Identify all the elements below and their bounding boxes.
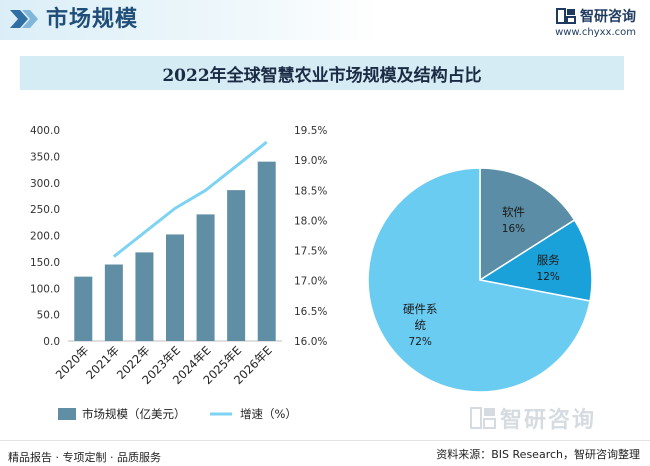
x-tick-label: 2021年: [83, 343, 122, 382]
y-left-tick-label: 400.0: [30, 125, 60, 137]
pie-value-label: 16%: [502, 223, 525, 235]
y-left-tick-label: 200.0: [30, 231, 60, 243]
bar: [258, 162, 276, 341]
watermark-text: 智研咨询: [500, 402, 596, 434]
watermark-logo-icon: [470, 407, 496, 429]
y-left-tick-label: 350.0: [30, 151, 60, 163]
pie-label: 硬件系: [403, 302, 438, 316]
footer: 精品报告 · 专项定制 · 品质服务 资料来源：BIS Research，智研咨…: [0, 440, 650, 466]
chevron-right-icon: [8, 8, 40, 30]
y-right-tick-label: 16.0%: [294, 336, 327, 348]
bar: [227, 190, 245, 341]
y-left-tick-label: 100.0: [30, 283, 60, 295]
y-right-tick-label: 17.0%: [294, 276, 327, 288]
pie-label: 服务: [537, 253, 560, 267]
y-left-tick-label: 150.0: [30, 257, 60, 269]
legend-swatch-bar: [58, 408, 76, 420]
watermark: 智研咨询: [470, 402, 596, 434]
bar: [197, 214, 215, 341]
combo-chart: 0.0 50.0 100.0 150.0 200.0 250.0 300.0 350.0 400…: [0, 100, 340, 435]
bar: [166, 234, 184, 341]
pie-label: 软件: [502, 205, 525, 219]
footer-source: 资料来源：BIS Research，智研咨询整理: [436, 446, 640, 462]
y-right-tick-label: 18.0%: [294, 215, 327, 227]
y-left-tick-label: 50.0: [37, 310, 60, 322]
y-right-tick-label: 17.5%: [294, 246, 327, 258]
y-right-tick-label: 19.0%: [294, 155, 327, 167]
brand-logo-icon: [556, 8, 576, 24]
chart-title-box: 2022年全球智慧农业市场规模及结构占比: [20, 56, 624, 90]
pie-value-label: 12%: [537, 271, 560, 283]
chart-title: 2022年全球智慧农业市场规模及结构占比: [162, 61, 481, 86]
footer-slogan: 精品报告 · 专项定制 · 品质服务: [8, 449, 161, 465]
x-tick-label: 2020年: [53, 343, 92, 382]
bar: [74, 277, 92, 341]
y-right-tick-label: 19.5%: [294, 125, 327, 137]
brand-url: www.chyxx.com: [555, 27, 636, 38]
brand-name: 智研咨询: [580, 6, 636, 26]
pie-label: 统: [414, 318, 426, 332]
pie-value-label: 72%: [409, 336, 432, 348]
legend-label-bar: 市场规模（亿美元）: [82, 407, 186, 421]
brand: 智研咨询 www.chyxx.com: [555, 6, 636, 38]
y-left-tick-label: 250.0: [30, 204, 60, 216]
header-band: 市场规模 智研咨询 www.chyxx.com: [0, 0, 650, 40]
y-left-tick-label: 300.0: [30, 178, 60, 190]
y-right-tick-label: 18.5%: [294, 185, 327, 197]
bar: [135, 252, 153, 341]
y-left-tick-label: 0.0: [43, 336, 60, 348]
page-title: 市场规模: [46, 4, 138, 36]
legend-label-line: 增速（%）: [240, 407, 297, 421]
y-right-tick-label: 16.5%: [294, 306, 327, 318]
bar: [105, 265, 123, 341]
